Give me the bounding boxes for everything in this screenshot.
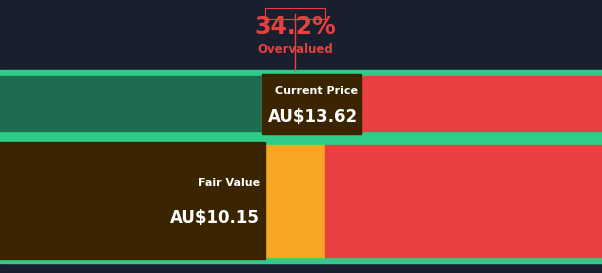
- Bar: [325, 145, 602, 257]
- Bar: [0, 145, 262, 257]
- Bar: [0, 131, 602, 138]
- Bar: [0, 142, 265, 259]
- Bar: [0, 257, 602, 263]
- Text: AU$10.15: AU$10.15: [170, 209, 260, 227]
- Bar: [262, 74, 361, 134]
- Bar: [0, 70, 602, 76]
- Text: Overvalued: Overvalued: [257, 43, 333, 56]
- Text: Fair Value: Fair Value: [198, 178, 260, 188]
- Bar: [0, 76, 262, 131]
- Text: Current Price: Current Price: [275, 85, 358, 96]
- Bar: [262, 76, 325, 131]
- Bar: [265, 8, 325, 19]
- Bar: [325, 76, 602, 131]
- Bar: [0, 138, 602, 145]
- Text: AU$13.62: AU$13.62: [268, 108, 358, 126]
- Bar: [262, 145, 325, 257]
- Text: 34.2%: 34.2%: [254, 15, 336, 39]
